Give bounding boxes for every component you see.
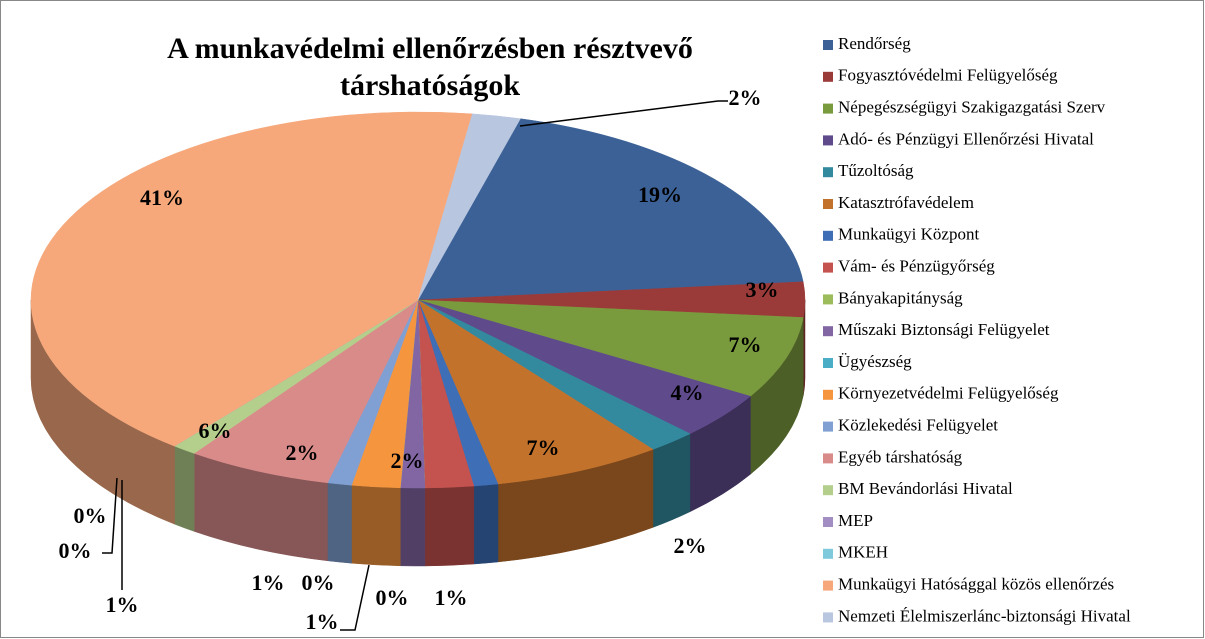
slice-side [174, 445, 195, 532]
legend-label: Bányakapitányság [838, 288, 963, 307]
data-label: 2% [674, 533, 707, 558]
legend-swatch [823, 262, 833, 273]
slice [193, 299, 419, 484]
data-label: 7% [729, 332, 762, 357]
data-label: 19% [638, 182, 682, 207]
slice-side [473, 483, 499, 565]
data-label: 1% [106, 592, 139, 617]
legend-swatch [823, 389, 833, 400]
data-label: 4% [671, 380, 704, 405]
legend-label: Munkaügyi Hatósággal közös ellenőrzés [838, 575, 1114, 594]
data-label: 0% [302, 570, 335, 595]
slice [30, 111, 473, 447]
data-label: 2% [729, 85, 762, 110]
legend-label: Vám- és Pénzügyőrség [838, 257, 995, 276]
legend-label: MEP [838, 511, 873, 530]
legend-label: BM Bevándorlási Hivatal [838, 479, 1013, 498]
slice [417, 299, 804, 397]
data-label: 3% [746, 277, 779, 302]
slice-side [400, 487, 426, 567]
legend-label: Környezetvédelmi Felügyelőség [838, 384, 1059, 403]
legend-swatch [823, 167, 833, 178]
legend-swatch [823, 358, 833, 368]
leader-line [340, 564, 370, 631]
slice-side [652, 433, 691, 528]
legend: Rendőrség Fogyasztóvédelmi Felügyelőség Né… [823, 34, 1131, 625]
slice [417, 118, 804, 301]
slice-side [351, 484, 401, 567]
slice [417, 113, 521, 301]
data-label: 0% [59, 538, 92, 563]
leader-line [519, 100, 728, 127]
legend-label: Katasztrófavédelem [838, 193, 974, 212]
legend-swatch [823, 612, 833, 623]
legend-label: MKEH [838, 543, 888, 562]
data-label: 0% [74, 503, 107, 528]
legend-swatch [823, 135, 833, 146]
slice-side [327, 482, 352, 564]
legend-swatch [823, 580, 833, 591]
slice-side [424, 485, 475, 567]
legend-swatch [823, 294, 833, 305]
data-label: 7% [527, 435, 560, 460]
legend-label: Rendőrség [838, 34, 911, 53]
data-label: 1% [435, 585, 468, 610]
legend-label: Nemzeti Élelmiszerlánc-biztonsági Hivata… [838, 606, 1131, 625]
slice [417, 299, 654, 485]
data-label: 1% [252, 570, 285, 595]
legend-label: Egyéb társhatóság [838, 447, 963, 466]
leader-lines [102, 100, 728, 631]
legend-label: Munkaügyi Központ [838, 225, 979, 244]
data-labels: 19% 3% 7% 4% 2% 7% 1% 2% 0% 1% 0% 2% 1% 6% 1% 0% 0% 41% 2% [59, 85, 779, 634]
legend-swatch [823, 453, 833, 464]
chart-title: A munkavédelmi ellenőrzésben résztvevő t… [167, 32, 693, 102]
legend-label: Ügyészség [838, 352, 912, 371]
data-label: 2% [391, 448, 424, 473]
legend-label: Tűzoltóság [838, 161, 914, 180]
legend-swatch [823, 548, 833, 559]
data-label: 0% [376, 585, 409, 610]
legend-swatch [823, 230, 833, 241]
legend-swatch [823, 326, 833, 337]
legend-label: Műszaki Biztonsági Felügyelet [838, 320, 1050, 339]
legend-swatch [823, 485, 833, 496]
legend-label: Népegészségügyi Szakigazgatási Szerv [838, 98, 1106, 117]
legend-swatch [823, 517, 833, 527]
legend-swatch [823, 199, 833, 209]
legend-label: Fogyasztóvédelmi Felügyelőség [838, 66, 1058, 85]
legend-swatch [823, 103, 833, 114]
legend-swatch [823, 71, 833, 82]
legend-label: Közlekedési Felügyelet [838, 416, 998, 435]
data-label: 2% [286, 440, 319, 465]
pie [30, 111, 806, 567]
legend-swatch [823, 421, 833, 432]
legend-label: Adó- és Pénzügyi Ellenőrzési Hivatal [838, 129, 1094, 148]
data-label: 6% [199, 418, 232, 443]
data-label: 1% [306, 609, 339, 634]
data-label: 41% [140, 185, 184, 210]
legend-swatch [823, 40, 833, 50]
leader-line [102, 477, 118, 554]
